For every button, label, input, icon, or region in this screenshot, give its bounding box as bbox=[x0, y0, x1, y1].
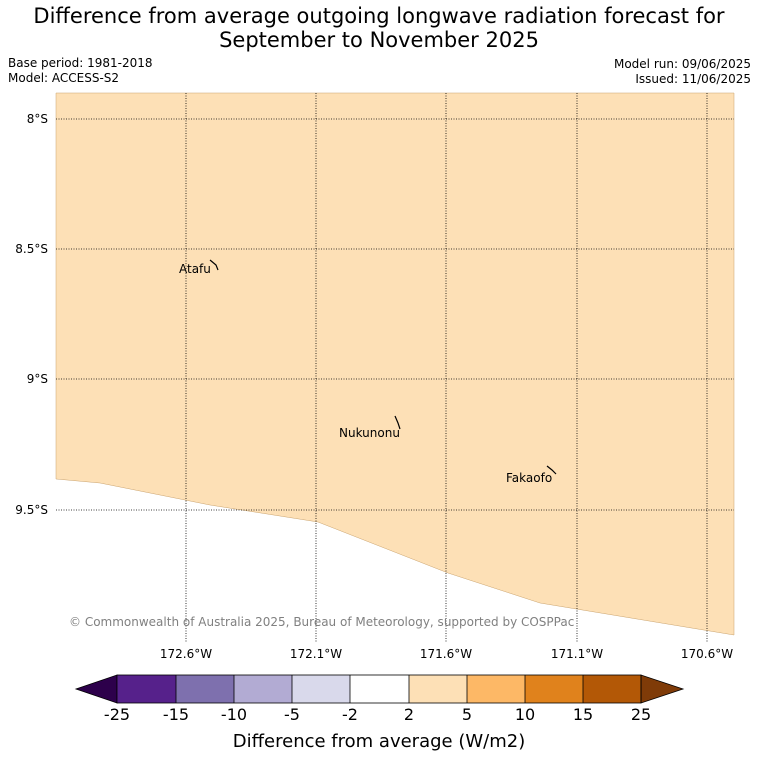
meta-left: Base period: 1981-2018 Model: ACCESS-S2 bbox=[8, 56, 153, 86]
colorbar-tick: -15 bbox=[163, 705, 189, 724]
colorbar-tick: -5 bbox=[284, 705, 300, 724]
colorbar-tick: -10 bbox=[221, 705, 247, 724]
model-run: Model run: 09/06/2025 bbox=[613, 57, 751, 71]
copyright-note: © Commonwealth of Australia 2025, Bureau… bbox=[69, 615, 574, 629]
atafu-atoll-outline bbox=[209, 259, 219, 271]
lon-label: 172.6°W bbox=[160, 647, 212, 661]
colorbar-tick: 15 bbox=[573, 705, 593, 724]
colorbar-label: Difference from average (W/m2) bbox=[233, 731, 525, 752]
colorbar-bin bbox=[350, 675, 409, 703]
colorbar-bin bbox=[467, 675, 525, 703]
colorbar-tick: 2 bbox=[404, 705, 414, 724]
graticule bbox=[56, 93, 734, 642]
colorbar-tick: 10 bbox=[515, 705, 535, 724]
lon-label: 170.6°W bbox=[681, 647, 733, 661]
nukunonu-atoll-outline bbox=[394, 415, 401, 430]
colorbar-high-extend bbox=[640, 674, 685, 704]
ocean-field bbox=[55, 92, 735, 636]
colorbar-outline bbox=[116, 674, 642, 704]
meta-right: Model run: 09/06/2025 Issued: 11/06/2025 bbox=[614, 57, 751, 87]
lat-label: 9°S bbox=[27, 372, 48, 386]
colorbar-tick: 5 bbox=[462, 705, 472, 724]
lat-label: 9.5°S bbox=[15, 503, 48, 517]
colorbar-tick: -25 bbox=[104, 705, 130, 724]
colorbar-bin bbox=[176, 675, 234, 703]
atolls bbox=[209, 259, 557, 475]
colorbar-low-extend bbox=[74, 674, 118, 704]
colorbar-bin bbox=[525, 675, 583, 703]
colorbar-bin bbox=[234, 675, 292, 703]
colorbar-bin bbox=[292, 675, 350, 703]
place-label-atafu: Atafu bbox=[179, 262, 211, 276]
colorbar-tick: 25 bbox=[631, 705, 651, 724]
lon-label: 171.6°W bbox=[420, 647, 472, 661]
colorbar-bin bbox=[409, 675, 467, 703]
colorbar-tick: -2 bbox=[342, 705, 358, 724]
title-line-1: Difference from average outgoing longwav… bbox=[33, 4, 725, 28]
lon-label: 171.1°W bbox=[551, 647, 603, 661]
lat-label: 8.5°S bbox=[15, 242, 48, 256]
base-period: Base period: 1981-2018 bbox=[8, 56, 153, 70]
chart-title: Difference from average outgoing longwav… bbox=[0, 4, 758, 52]
issued-date: Issued: 11/06/2025 bbox=[635, 72, 751, 86]
lat-label: 8°S bbox=[27, 112, 48, 126]
colorbar-dividers bbox=[175, 675, 584, 703]
fakaofo-atoll-outline bbox=[546, 465, 557, 475]
title-line-2: September to November 2025 bbox=[219, 28, 539, 52]
place-label-fakaofo: Fakaofo bbox=[506, 471, 552, 485]
colorbar: -25 -15 -10 -5 -2 2 5 10 15 25 Differenc… bbox=[74, 674, 685, 752]
colorbar-bin bbox=[117, 675, 176, 703]
lon-label: 172.1°W bbox=[290, 647, 342, 661]
place-label-nukunonu: Nukunonu bbox=[339, 426, 400, 440]
model-name: Model: ACCESS-S2 bbox=[8, 71, 120, 85]
colorbar-bin bbox=[583, 675, 641, 703]
